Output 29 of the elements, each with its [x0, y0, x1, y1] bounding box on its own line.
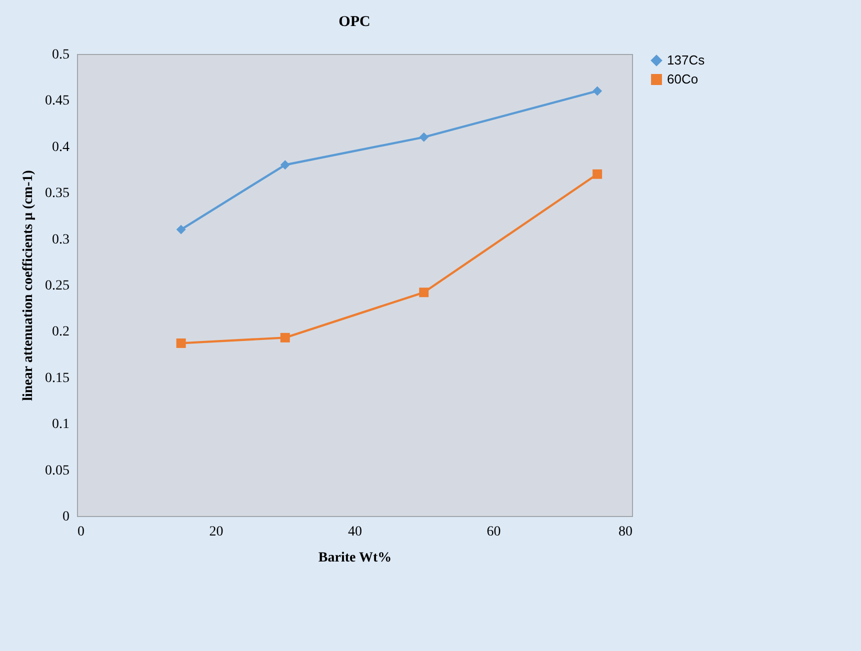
y-tick-label: 0.1	[52, 417, 70, 432]
point	[419, 132, 429, 142]
point	[592, 169, 602, 179]
y-tick-label: 0	[62, 510, 70, 524]
x-tick-label: 0	[78, 524, 84, 540]
legend-label: 60Co	[667, 72, 698, 86]
point	[592, 86, 602, 96]
y-tick-label: 0.4	[52, 140, 70, 155]
x-tick-label: 80	[618, 524, 632, 540]
legend-label: 137Cs	[667, 52, 706, 68]
x-tick-label: 60	[486, 524, 501, 540]
y-tick-label: 0.2	[52, 324, 70, 340]
y-tick-label: 0.5	[52, 48, 70, 62]
chart-title: OPC	[338, 14, 370, 30]
point	[419, 288, 429, 298]
y-tick-label: 0.45	[45, 94, 70, 109]
y-tick-label: 0.25	[45, 278, 70, 294]
y-tick-label: 0.3	[52, 232, 70, 248]
y-axis-title: linear attenuation coefficients μ (cm-1)	[21, 170, 36, 401]
x-tick-label: 40	[348, 524, 362, 540]
x-tick-label: 20	[209, 524, 224, 540]
y-tick-label: 0.35	[45, 186, 70, 202]
point	[280, 332, 290, 342]
point	[176, 338, 186, 348]
x-axis-title: Barite Wt%	[318, 550, 392, 566]
point	[176, 224, 186, 234]
y-tick-label: 0.15	[45, 370, 70, 386]
point	[280, 160, 290, 170]
y-tick-label: 0.05	[45, 463, 70, 478]
